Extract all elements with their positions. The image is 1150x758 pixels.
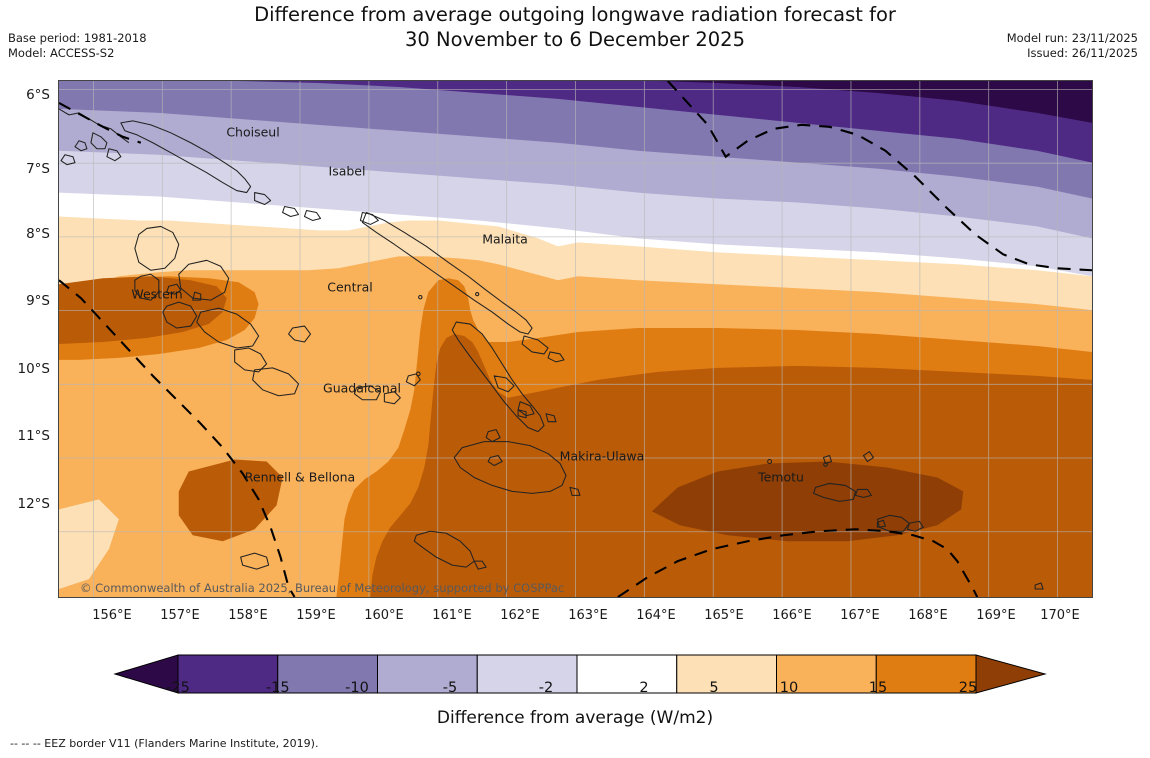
colorbar-tick--25: -25 bbox=[166, 680, 190, 696]
x-tick-165e: 165°E bbox=[704, 608, 744, 623]
anomaly-map: Choiseul Isabel Malaita Central Western … bbox=[58, 80, 1093, 598]
colorbar-tick-2: 2 bbox=[639, 680, 649, 696]
coastlines bbox=[59, 108, 1044, 590]
model-metadata: Base period: 1981-2018 Model: ACCESS-S2 bbox=[8, 31, 147, 61]
colorbar-tick--5: -5 bbox=[442, 680, 458, 696]
colorbar-tick-10: 10 bbox=[779, 680, 799, 696]
x-tick-160e: 160°E bbox=[364, 608, 404, 623]
x-tick-163e: 163°E bbox=[568, 608, 608, 623]
x-tick-158e: 158°E bbox=[228, 608, 268, 623]
colorbar-cell--10--5 bbox=[377, 654, 478, 694]
colorbar-tick--2: -2 bbox=[538, 680, 554, 696]
x-tick-169e: 169°E bbox=[976, 608, 1016, 623]
page-title: Difference from average outgoing longwav… bbox=[254, 3, 896, 51]
map-canvas bbox=[59, 81, 1092, 597]
base-period-text: Base period: 1981-2018 bbox=[8, 31, 147, 45]
colorbar-cell-5-10 bbox=[776, 654, 877, 694]
graticule bbox=[59, 81, 1092, 597]
x-tick-161e: 161°E bbox=[432, 608, 472, 623]
colorbar bbox=[0, 650, 1150, 698]
issued-text: Issued: 26/11/2025 bbox=[1027, 46, 1138, 60]
x-tick-164e: 164°E bbox=[636, 608, 676, 623]
eez-border bbox=[59, 81, 1092, 597]
colorbar-axis-label: Difference from average (W/m2) bbox=[436, 708, 714, 728]
colorbar-cell-2-5 bbox=[676, 654, 777, 694]
eez-border-note: -- -- -- EEZ border V11 (Flanders Marine… bbox=[10, 737, 319, 750]
contour-band-neg25-neg15 bbox=[59, 81, 1092, 163]
x-tick-157e: 157°E bbox=[160, 608, 200, 623]
x-tick-156e: 156°E bbox=[92, 608, 132, 623]
colorbar-tick--10: -10 bbox=[345, 680, 369, 696]
x-tick-166e: 166°E bbox=[772, 608, 812, 623]
x-tick-168e: 168°E bbox=[908, 608, 948, 623]
model-name-text: Model: ACCESS-S2 bbox=[8, 46, 115, 60]
x-tick-159e: 159°E bbox=[296, 608, 336, 623]
colorbar-extend-max bbox=[975, 654, 1047, 694]
model-run-text: Model run: 23/11/2025 bbox=[1006, 31, 1138, 45]
x-tick-162e: 162°E bbox=[500, 608, 540, 623]
colorbar-cell--25--15 bbox=[177, 654, 279, 694]
x-tick-170e: 170°E bbox=[1040, 608, 1080, 623]
colorbar-canvas bbox=[113, 654, 1047, 694]
colorbar-cell--15--10 bbox=[277, 654, 378, 694]
x-tick-167e: 167°E bbox=[840, 608, 880, 623]
colorbar-cell--2-2 bbox=[576, 654, 678, 694]
colorbar-tick--15: -15 bbox=[265, 680, 290, 696]
colorbar-tick-15: 15 bbox=[868, 680, 888, 696]
run-metadata: Model run: 23/11/2025 Issued: 26/11/2025 bbox=[1007, 31, 1138, 61]
colorbar-cell-10-15 bbox=[875, 654, 977, 694]
contour-band-below-neg25 bbox=[657, 81, 1092, 123]
contour-band-above-25 bbox=[651, 461, 964, 542]
colorbar-tick-25: 25 bbox=[958, 680, 978, 696]
colorbar-tick-5: 5 bbox=[709, 680, 719, 696]
colorbar-cell--5--2 bbox=[476, 654, 578, 694]
